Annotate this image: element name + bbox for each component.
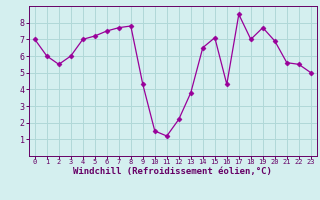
X-axis label: Windchill (Refroidissement éolien,°C): Windchill (Refroidissement éolien,°C) xyxy=(73,167,272,176)
